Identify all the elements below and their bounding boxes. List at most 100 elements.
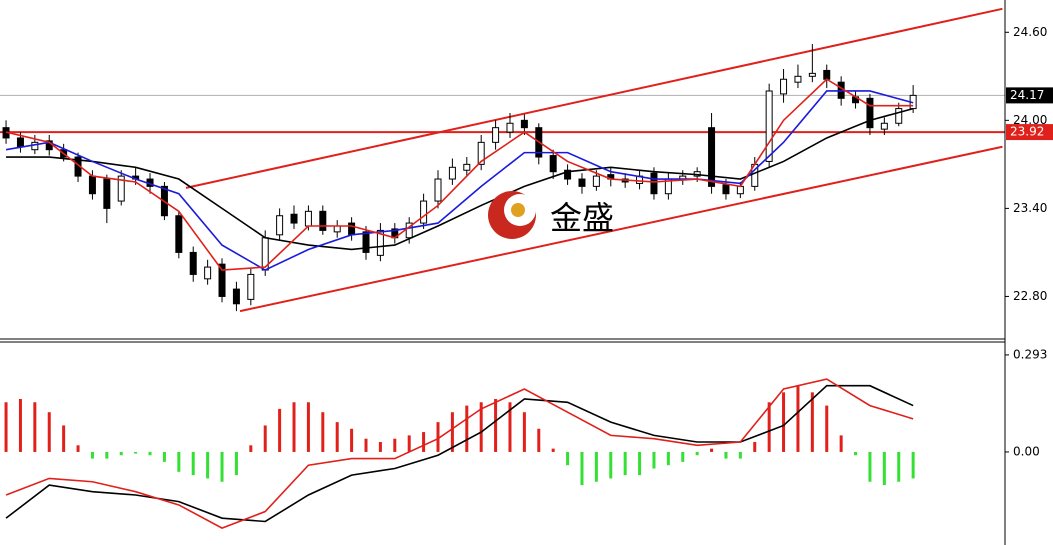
- candle-body: [31, 141, 39, 151]
- histogram-bar: [551, 448, 555, 452]
- histogram-bar: [479, 402, 483, 452]
- histogram-bar: [18, 398, 22, 452]
- indicator-line: [6, 107, 914, 251]
- histogram-bar: [594, 451, 598, 482]
- histogram-bar: [90, 451, 94, 459]
- candle-body: [304, 210, 312, 227]
- histogram-bar: [292, 402, 296, 452]
- price-label-box: [1006, 124, 1053, 141]
- candle-body: [708, 127, 716, 187]
- histogram-bar: [494, 398, 498, 452]
- histogram-bar: [681, 451, 685, 462]
- candle-body: [492, 127, 500, 143]
- candle-body: [247, 273, 255, 300]
- histogram-bar: [162, 451, 166, 462]
- candle-body: [348, 222, 356, 236]
- candle-body: [463, 163, 471, 171]
- histogram-bar: [249, 445, 253, 452]
- watermark-text: 金盛: [550, 199, 614, 237]
- price-label: 23.92: [1010, 125, 1044, 139]
- candle-body: [564, 169, 572, 180]
- candle-body: [218, 263, 226, 297]
- histogram-bar: [854, 451, 858, 456]
- histogram-bar: [306, 402, 310, 452]
- candle-body: [866, 97, 874, 129]
- candle-body: [520, 119, 528, 129]
- histogram-bar: [105, 451, 109, 459]
- candle-body: [434, 178, 442, 202]
- histogram-bar: [465, 405, 469, 452]
- histogram-bar: [220, 451, 224, 482]
- candle-body: [506, 122, 514, 133]
- plot-layer: [0, 7, 1005, 529]
- indicator-line: [5, 90, 914, 271]
- histogram-bar: [422, 432, 426, 452]
- histogram-bar: [724, 451, 728, 459]
- candle-body: [722, 184, 730, 195]
- histogram-bar: [782, 392, 786, 452]
- histogram-bar: [566, 451, 570, 466]
- candle-body: [88, 175, 96, 195]
- histogram-bar: [378, 442, 382, 452]
- histogram-bar: [738, 451, 742, 459]
- histogram-bar: [839, 435, 843, 452]
- histogram-bar: [623, 451, 627, 476]
- histogram-bar: [710, 448, 714, 452]
- candle-body: [405, 222, 413, 239]
- histogram-bar: [825, 405, 829, 452]
- price-label-box: [1006, 87, 1053, 104]
- candle-body: [175, 215, 183, 253]
- histogram-bar: [278, 408, 282, 452]
- histogram-bar: [508, 402, 512, 452]
- candle-body: [333, 225, 341, 233]
- histogram-bar: [177, 451, 181, 472]
- histogram-bar: [609, 451, 613, 479]
- histogram-bar: [753, 442, 757, 452]
- y-tick-label: 0.293: [1013, 347, 1047, 361]
- candle-body: [794, 75, 802, 83]
- candle-body: [204, 266, 212, 280]
- y-tick-label: 24.60: [1013, 25, 1047, 39]
- indicator-line: [5, 384, 914, 523]
- watermark: 金盛: [488, 191, 614, 239]
- histogram-bar: [652, 451, 656, 469]
- histogram-bar: [897, 451, 901, 482]
- histogram-bar: [638, 451, 642, 476]
- y-tick-label: 24.00: [1013, 113, 1047, 127]
- histogram-bar: [148, 451, 152, 456]
- candle-body: [420, 200, 428, 224]
- histogram-bar: [393, 438, 397, 452]
- histogram-bar: [62, 425, 66, 452]
- histogram-bar: [522, 412, 526, 452]
- histogram-bar: [911, 451, 915, 479]
- candle-body: [736, 185, 744, 195]
- histogram-bar: [364, 438, 368, 452]
- candle-body: [117, 175, 125, 202]
- histogram-bar: [206, 451, 210, 479]
- histogram-bar: [191, 451, 195, 476]
- histogram-bar: [767, 402, 771, 452]
- histogram-bar: [810, 392, 814, 452]
- histogram-bar: [796, 385, 800, 452]
- y-tick-label: 23.40: [1013, 201, 1047, 215]
- histogram-bar: [695, 451, 699, 456]
- candle-body: [549, 155, 557, 173]
- candle-body: [103, 178, 111, 209]
- histogram-bar: [436, 422, 440, 452]
- candle-body: [232, 288, 240, 305]
- trend-line: [185, 7, 1003, 189]
- candle-body: [477, 141, 485, 165]
- candle-body: [895, 108, 903, 124]
- candle-body: [290, 213, 298, 224]
- logo-dot: [511, 203, 525, 217]
- candle-body: [592, 175, 600, 187]
- histogram-bar: [119, 451, 123, 456]
- candle-body: [808, 72, 816, 77]
- histogram-bar: [234, 451, 238, 476]
- y-tick-label: 22.80: [1013, 289, 1047, 303]
- trend-line: [239, 145, 1003, 313]
- histogram-bar: [76, 445, 80, 452]
- candle-body: [362, 231, 370, 253]
- candle-body: [650, 172, 658, 195]
- indicator-line: [5, 378, 914, 529]
